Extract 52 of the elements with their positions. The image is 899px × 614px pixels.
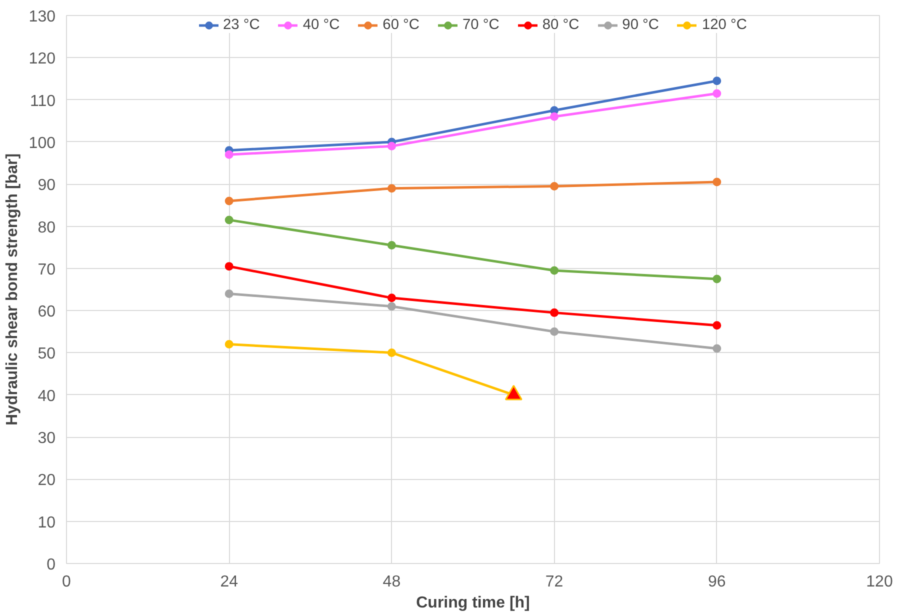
y-tick-label: 10 — [38, 514, 56, 532]
point — [550, 112, 559, 121]
point — [712, 344, 722, 353]
y-tick-label: 100 — [28, 134, 56, 152]
point — [387, 348, 396, 357]
point — [387, 142, 396, 150]
legend-label: 60 °C — [382, 17, 420, 33]
y-tick-label: 0 — [46, 556, 56, 574]
x-axis-title: Curing time [h] — [416, 594, 530, 612]
point — [550, 327, 559, 336]
x-tick-label: 120 — [866, 574, 893, 590]
x-tick-label: 96 — [708, 574, 726, 590]
y-tick-label: 50 — [38, 346, 56, 363]
y-tick-label: 30 — [38, 430, 56, 448]
y-tick-label: 60 — [38, 304, 56, 321]
point — [550, 266, 559, 275]
y-tick-label: 90 — [38, 177, 56, 194]
y-tick-label: 110 — [30, 92, 56, 110]
x-tick-label: 72 — [545, 574, 564, 590]
point — [712, 321, 722, 330]
x-tick-label: 48 — [382, 574, 401, 590]
point — [550, 182, 559, 190]
y-tick-label: 130 — [28, 8, 56, 26]
legend-label: 40 °C — [302, 17, 340, 33]
point — [387, 302, 396, 311]
legend-label: 90 °C — [622, 17, 659, 33]
y-tick-label: 80 — [38, 219, 56, 236]
point — [224, 150, 234, 159]
point — [224, 340, 234, 349]
point — [224, 196, 234, 206]
x-tick-label: 0 — [62, 574, 72, 590]
y-tick-label: 40 — [38, 388, 56, 405]
legend-label: 80 °C — [542, 17, 580, 33]
point — [712, 274, 722, 284]
y-tick-label: 120 — [28, 50, 56, 68]
point — [712, 89, 722, 98]
point — [387, 184, 396, 193]
y-axis-title: Hydraulic shear bond strength [bar] — [4, 153, 21, 426]
point — [387, 240, 396, 250]
point — [712, 76, 722, 86]
point — [224, 289, 234, 298]
legend-label: 120 °C — [702, 17, 747, 33]
y-tick-label: 70 — [38, 261, 56, 278]
point — [712, 178, 722, 186]
legend-label: 23 °C — [223, 17, 260, 33]
point — [550, 308, 559, 317]
point — [224, 216, 234, 224]
x-tick-label: 24 — [220, 574, 238, 590]
y-tick-label: 20 — [38, 472, 56, 490]
legend-label: 70 °C — [462, 17, 500, 33]
point — [387, 294, 396, 302]
point — [224, 262, 234, 271]
